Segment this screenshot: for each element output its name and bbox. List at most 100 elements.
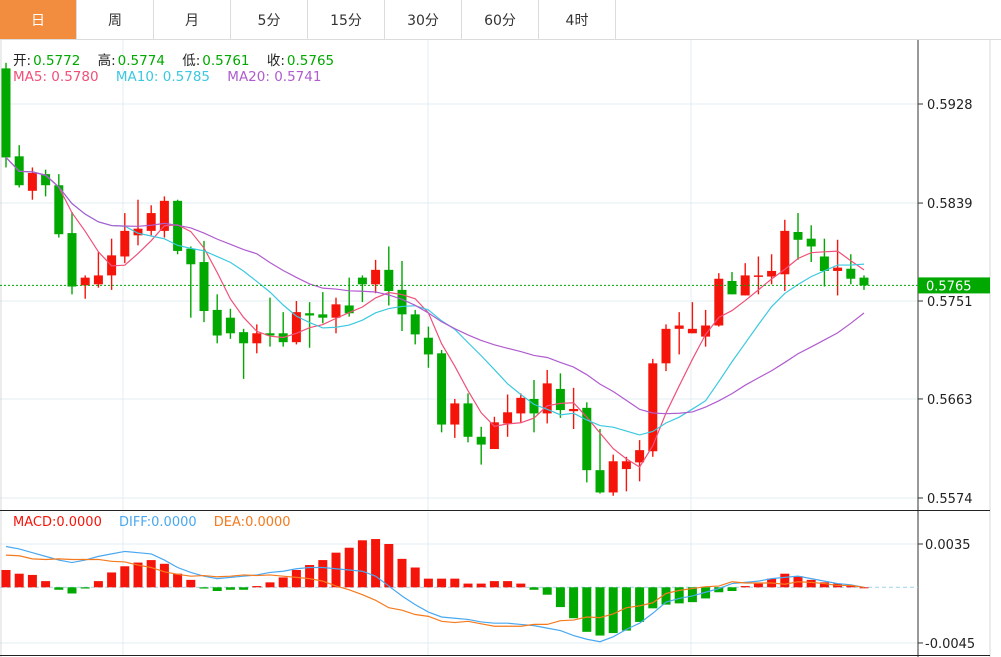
tab-day[interactable]: 日 bbox=[0, 0, 77, 39]
macd-histogram-bar bbox=[278, 577, 288, 588]
macd-histogram-bar bbox=[54, 587, 64, 590]
candle-body bbox=[661, 328, 671, 364]
ma5-value: MA5: 0.5780 bbox=[13, 69, 99, 85]
macd-histogram-bar bbox=[252, 586, 262, 588]
tab-month[interactable]: 月 bbox=[154, 0, 231, 39]
candle-body bbox=[819, 256, 829, 271]
candle-body bbox=[687, 328, 697, 334]
macd-histogram-bar bbox=[80, 587, 90, 589]
candle-body bbox=[701, 325, 711, 337]
macd-histogram-bar bbox=[463, 583, 473, 588]
candle-body bbox=[463, 403, 473, 437]
candle-body bbox=[489, 422, 499, 450]
macd-histogram-bar bbox=[67, 587, 77, 594]
macd-histogram-bar bbox=[133, 562, 143, 588]
macd-histogram-bar bbox=[384, 544, 394, 588]
macd-histogram-bar bbox=[146, 560, 156, 588]
tab-15min[interactable]: 15分 bbox=[308, 0, 385, 39]
macd-histogram-bar bbox=[621, 587, 631, 631]
macd-histogram-bar bbox=[674, 587, 684, 604]
candle-body bbox=[384, 269, 394, 291]
candle-body bbox=[503, 412, 513, 424]
macd-histogram-bar bbox=[806, 579, 816, 588]
candle-body bbox=[239, 332, 249, 344]
macd-histogram-bar bbox=[529, 587, 539, 590]
candle-body bbox=[80, 277, 90, 286]
macd-histogram-bar bbox=[423, 578, 433, 588]
candle-body bbox=[371, 269, 381, 285]
macd-histogram-bar bbox=[569, 587, 579, 619]
macd-histogram-bar bbox=[753, 583, 763, 588]
candle-body bbox=[542, 383, 552, 414]
tab-4hour[interactable]: 4时 bbox=[539, 0, 616, 39]
macd-histogram-bar bbox=[212, 587, 222, 592]
candle-body bbox=[806, 238, 816, 247]
candle-body bbox=[833, 267, 843, 271]
tab-5min[interactable]: 5分 bbox=[231, 0, 308, 39]
macd-histogram-bar bbox=[331, 552, 341, 588]
candle-body bbox=[714, 278, 724, 326]
candle-body bbox=[397, 289, 407, 315]
price-tick-label: 0.5928 bbox=[927, 98, 973, 113]
candle-body bbox=[437, 353, 447, 425]
macd-histogram-bar bbox=[357, 540, 367, 588]
macd-histogram-bar bbox=[780, 573, 790, 588]
candle-body bbox=[41, 174, 51, 186]
macd-histogram-bar bbox=[437, 578, 447, 588]
high-label: 高: bbox=[97, 53, 116, 69]
price-tick-label: 0.5751 bbox=[927, 295, 973, 310]
macd-histogram-bar bbox=[635, 587, 645, 622]
macd-histogram-bar bbox=[859, 587, 869, 589]
candle-body bbox=[859, 277, 869, 286]
macd-histogram-bar bbox=[265, 582, 275, 588]
macd-histogram-bar bbox=[476, 583, 486, 588]
candle-body bbox=[423, 337, 433, 355]
period-tabs: 日 周 月 5分 15分 30分 60分 4时 bbox=[0, 0, 1001, 40]
macd-tick-label: 0.0035 bbox=[925, 538, 971, 553]
candle-body bbox=[305, 313, 315, 316]
candle-body bbox=[753, 275, 763, 277]
ma5-line bbox=[5, 157, 865, 468]
close-label: 收: bbox=[266, 53, 285, 69]
candle-body bbox=[265, 333, 275, 336]
tab-60min[interactable]: 60分 bbox=[462, 0, 539, 39]
candle-body bbox=[27, 173, 37, 191]
tab-30min[interactable]: 30分 bbox=[385, 0, 462, 39]
dea-value: DEA:0.0000 bbox=[213, 515, 291, 530]
candle-body bbox=[410, 314, 420, 335]
macd-legend: MACD:0.0000 DIFF:0.0000 DEA:0.0000 bbox=[13, 515, 293, 530]
macd-histogram-bar bbox=[489, 581, 499, 588]
candle-body bbox=[846, 268, 856, 279]
candle-body bbox=[674, 325, 684, 329]
macd-value: MACD:0.0000 bbox=[13, 515, 102, 530]
macd-histogram-bar bbox=[608, 587, 618, 634]
macd-histogram-bar bbox=[239, 587, 249, 590]
macd-histogram-bar bbox=[14, 573, 24, 588]
candle-body bbox=[635, 450, 645, 463]
ma20-line bbox=[5, 157, 865, 415]
macd-histogram-bar bbox=[555, 587, 565, 608]
macd-histogram-bar bbox=[410, 567, 420, 588]
candle-body bbox=[159, 200, 169, 231]
candle-body bbox=[608, 461, 618, 493]
macd-histogram-bar bbox=[371, 539, 381, 588]
macd-histogram-bar bbox=[159, 563, 169, 588]
macd-histogram-bar bbox=[595, 587, 605, 636]
macd-histogram-bar bbox=[344, 547, 354, 588]
candle-body bbox=[199, 262, 209, 312]
macd-histogram-bar bbox=[846, 586, 856, 588]
candle-body bbox=[476, 436, 486, 445]
macd-histogram-bar bbox=[661, 587, 671, 605]
macd-histogram-bar bbox=[93, 581, 103, 588]
candle-body bbox=[318, 314, 328, 318]
ohlc-legend: 开: 0.5772 高: 0.5774 低: 0.5761 收: 0.5765 bbox=[13, 49, 336, 69]
candle-body bbox=[582, 407, 592, 471]
tab-week[interactable]: 周 bbox=[77, 0, 154, 39]
last-price-badge bbox=[918, 277, 990, 294]
macd-histogram-bar bbox=[27, 574, 37, 588]
macd-histogram-bar bbox=[1, 569, 11, 588]
candle-body bbox=[344, 305, 354, 314]
candle-body bbox=[186, 248, 196, 265]
macd-histogram-bar bbox=[107, 572, 117, 588]
